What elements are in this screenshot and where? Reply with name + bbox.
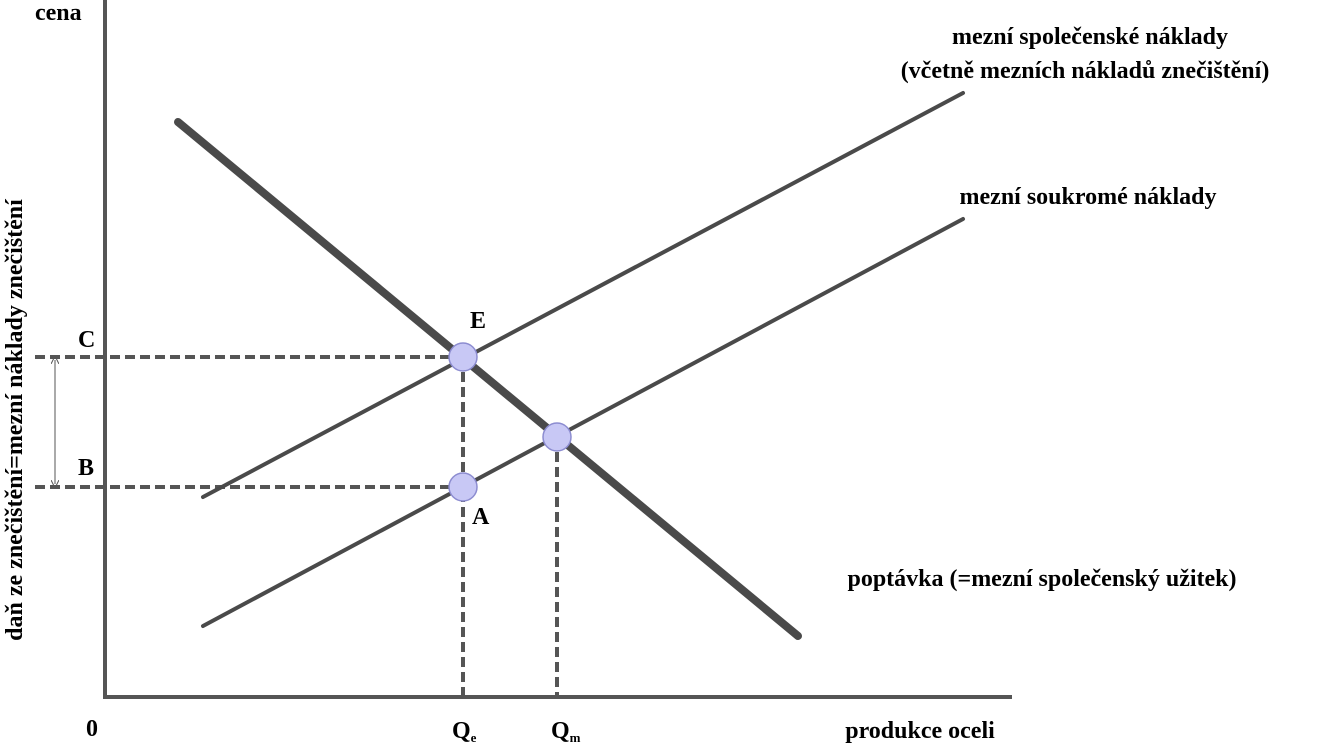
point-label: B bbox=[78, 455, 94, 481]
point-label: C bbox=[78, 327, 95, 353]
private-cost-curve bbox=[201, 217, 965, 628]
social-cost-label: mezní společenské náklady bbox=[952, 24, 1228, 50]
demand-label: poptávka (=mezní společenský užitek) bbox=[847, 566, 1236, 592]
q-letter: Q bbox=[551, 718, 570, 744]
q-subscript: m bbox=[570, 730, 581, 744]
quantity-label: Qe bbox=[452, 718, 477, 744]
q-subscript: e bbox=[471, 730, 477, 744]
private-cost-label: mezní soukromé náklady bbox=[960, 184, 1217, 210]
x-axis-label: produkce oceli bbox=[845, 718, 995, 744]
social-cost-curve bbox=[201, 91, 965, 499]
point-a bbox=[448, 472, 478, 502]
y-top-label: cena bbox=[35, 0, 82, 26]
q-letter: Q bbox=[452, 718, 471, 744]
point-m bbox=[542, 422, 572, 452]
point-label: A bbox=[472, 504, 490, 530]
demand-curve bbox=[174, 118, 802, 640]
point-label: E bbox=[470, 308, 486, 334]
social-cost-label: (včetně mezních nákladů znečištění) bbox=[901, 58, 1270, 84]
y-axis-label: daň ze znečištění=mezní náklady znečiště… bbox=[2, 199, 28, 641]
origin-label: 0 bbox=[86, 716, 98, 742]
point-e bbox=[448, 342, 478, 372]
quantity-label: Qm bbox=[551, 718, 581, 744]
